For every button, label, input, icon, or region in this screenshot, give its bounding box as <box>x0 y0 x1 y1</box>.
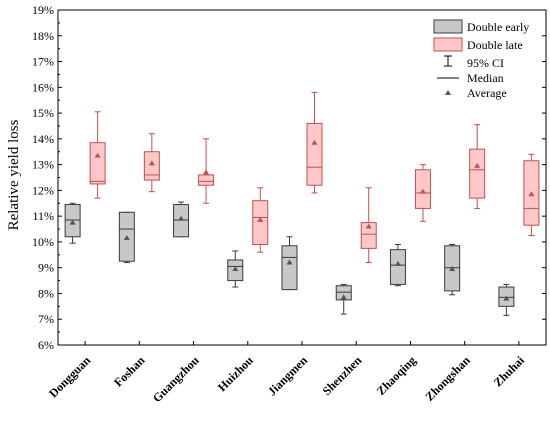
box-double-late <box>143 151 160 181</box>
box-double-late <box>252 200 269 245</box>
box-group-double-late <box>89 111 106 199</box>
mean-marker <box>232 265 239 271</box>
mean-marker <box>394 260 401 266</box>
legend-label-average: Average <box>467 86 507 100</box>
mean-marker <box>148 160 155 166</box>
mean-marker <box>178 215 185 221</box>
mean-marker <box>203 169 210 175</box>
mean-marker <box>257 217 264 223</box>
mean-marker <box>449 265 456 271</box>
legend-ci-icon <box>444 55 452 67</box>
mean-marker <box>123 235 130 241</box>
legend: Double early Double late 95% CI Median A… <box>433 19 529 100</box>
box-double-late <box>198 174 215 186</box>
y-tick-label: 16% <box>32 80 54 94</box>
legend-label-ci: 95% CI <box>467 56 504 70</box>
box-group-double-late <box>252 187 269 253</box>
y-tick-label: 7% <box>38 312 54 326</box>
box-group-double-early <box>281 236 298 291</box>
box-group-double-late <box>306 91 323 194</box>
x-category-label: Guangzhou <box>150 353 202 405</box>
plot-area <box>64 91 540 316</box>
y-tick-label: 10% <box>32 235 54 249</box>
y-tick-label: 11% <box>32 209 54 223</box>
box-double-early <box>335 285 352 301</box>
mean-marker <box>528 191 535 197</box>
x-category-label: Dongguan <box>46 353 93 400</box>
x-category-label: Zhaoqing <box>374 353 419 398</box>
y-tick-label: 6% <box>38 338 54 352</box>
x-category-label: Foshan <box>111 353 148 390</box>
mean-marker <box>340 294 347 300</box>
mean-marker <box>474 162 481 168</box>
y-tick-label: 8% <box>38 286 54 300</box>
box-group-double-late <box>198 138 215 204</box>
box-double-late <box>306 122 323 186</box>
box-group-double-early <box>118 211 135 264</box>
box-group-double-late <box>414 164 431 222</box>
legend-swatch-double-late <box>433 37 463 52</box>
x-category-label: Zhuhai <box>491 353 528 390</box>
mean-marker <box>503 295 510 301</box>
y-tick-label: 19% <box>32 3 54 17</box>
box-group-double-late <box>523 153 540 236</box>
y-tick-label: 17% <box>32 55 54 69</box>
mean-marker <box>69 219 76 225</box>
box-group-double-late <box>469 124 486 209</box>
box-group-double-early <box>227 250 244 288</box>
box-double-late <box>89 142 106 185</box>
box-group-double-early <box>335 283 352 315</box>
legend-label-median: Median <box>467 71 504 85</box>
mean-marker <box>94 152 101 158</box>
y-tick-label: 9% <box>38 261 54 275</box>
y-tick-label: 13% <box>32 158 54 172</box>
legend-label-double-late: Double late <box>467 38 523 52</box>
box-double-late <box>469 148 486 199</box>
x-category-label: Shenzhen <box>320 353 365 398</box>
mean-marker <box>419 188 426 194</box>
mean-marker <box>286 259 293 265</box>
x-category-label: Huizhou <box>215 353 256 394</box>
x-category-label: Jiangmen <box>265 353 310 398</box>
y-tick-label: 14% <box>32 132 54 146</box>
y-axis-title: Relative yield loss <box>6 119 22 230</box>
box-group-double-early <box>64 202 81 244</box>
x-category-label: Zhongshan <box>422 353 473 404</box>
mean-marker <box>365 223 372 229</box>
legend-label-double-early: Double early <box>467 20 529 34</box>
box-double-early <box>281 245 298 291</box>
box-group-double-early <box>173 201 190 238</box>
box-group-double-early <box>444 244 461 296</box>
y-tick-label: 12% <box>32 183 54 197</box>
legend-swatch-double-early <box>433 19 463 34</box>
box-group-double-early <box>389 244 406 287</box>
mean-marker <box>311 139 318 145</box>
y-tick-label: 18% <box>32 29 54 43</box>
legend-average-icon <box>445 90 451 95</box>
y-tick-label: 15% <box>32 106 54 120</box>
box-group-double-early <box>498 283 515 316</box>
box-group-double-late <box>360 187 377 264</box>
box-double-early <box>389 249 406 285</box>
box-double-late <box>360 222 377 249</box>
box-group-double-late <box>143 133 160 193</box>
